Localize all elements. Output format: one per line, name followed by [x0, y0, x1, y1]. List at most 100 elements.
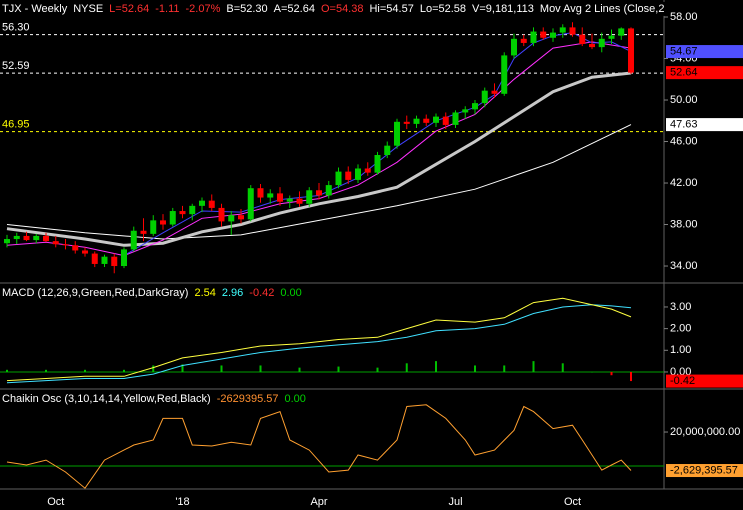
candle-body — [335, 171, 342, 186]
candle-body — [433, 116, 439, 123]
y-tick-label: 50.00 — [670, 94, 698, 106]
candle-body — [520, 38, 527, 43]
indicator-line — [6, 304, 632, 384]
y-tick-label: 42.00 — [670, 177, 698, 189]
price-tag-label: -2,629,395.57 — [670, 464, 738, 476]
candle-body — [394, 121, 400, 146]
candle-body — [286, 198, 293, 202]
candle-body — [316, 190, 322, 196]
y-tick-label: 38.00 — [670, 218, 698, 230]
candle-body — [228, 215, 235, 222]
candle-body — [462, 109, 469, 113]
candle-body — [472, 103, 478, 110]
candle-body — [111, 256, 118, 267]
candle-body — [121, 249, 127, 267]
y-tick-label: 2.00 — [670, 323, 691, 335]
indicator-line — [6, 124, 632, 240]
histogram-bar — [220, 365, 223, 372]
candle-body — [257, 188, 264, 198]
candle-body — [530, 31, 537, 43]
histogram-bar — [45, 369, 47, 372]
legend-item: -2629395.57 — [217, 393, 279, 405]
indicator-line — [6, 297, 632, 382]
histogram-bar — [435, 361, 437, 372]
reference-label: 46.95 — [2, 119, 30, 131]
histogram-bar — [259, 365, 262, 372]
candle-body — [101, 256, 108, 264]
y-tick-label: 3.00 — [670, 301, 691, 313]
candle-body — [540, 31, 547, 38]
candle-body — [33, 235, 40, 241]
candle-body — [72, 245, 79, 251]
histogram-bar — [630, 371, 632, 382]
histogram-bar — [181, 364, 184, 372]
candle-body — [589, 43, 595, 48]
candle-body — [501, 55, 508, 94]
candle-body — [140, 230, 147, 234]
candle-body — [374, 155, 381, 173]
candle-body — [4, 239, 10, 244]
candle-body — [277, 193, 283, 202]
candle-body — [491, 90, 498, 94]
legend-background — [0, 1, 667, 16]
y-tick-label: 46.00 — [670, 135, 698, 147]
legend-item: 0.00 — [280, 287, 301, 299]
histogram-bar — [591, 371, 593, 373]
candle-body — [247, 188, 254, 220]
legend-background — [0, 391, 308, 406]
legend-item: -1.11 — [155, 3, 179, 15]
histogram-bar — [561, 363, 564, 372]
x-tick-label: Jul — [448, 496, 462, 508]
legend-item: NYSE — [73, 3, 103, 15]
histogram-bar — [610, 371, 613, 376]
candle-body — [559, 27, 566, 33]
x-tick-label: Apr — [310, 496, 327, 508]
price-tag-label: 52.64 — [670, 67, 698, 79]
legend-item: MACD (12,26,9,Green,Red,DarkGray) — [2, 287, 188, 299]
candle-body — [296, 198, 303, 204]
candle-body — [442, 116, 449, 125]
legend-item: -0.42 — [249, 287, 274, 299]
x-tick-label: '18 — [175, 496, 189, 508]
legend-item: Chaikin Osc (3,10,14,14,Yellow,Red,Black… — [2, 393, 211, 405]
price-tag-label: -0.42 — [670, 375, 695, 387]
histogram-bar — [405, 363, 408, 372]
histogram-bar — [474, 365, 476, 372]
candle-body — [169, 211, 176, 225]
candle-body — [481, 90, 488, 104]
histogram-bar — [152, 365, 155, 372]
candle-body — [267, 193, 274, 198]
panel-legend: TJX - Weekly NYSE L=52.64 -1.11 -2.07% B=52.3… — [2, 3, 664, 15]
candle-body — [355, 168, 361, 180]
candle-body — [550, 32, 556, 38]
histogram-bar — [123, 369, 125, 372]
histogram-bar — [532, 361, 535, 372]
candle-body — [579, 34, 586, 44]
candle-body — [345, 171, 352, 180]
candle-body — [423, 118, 430, 123]
histogram-bar — [376, 367, 379, 372]
legend-item: O=54.38 — [321, 3, 364, 15]
candle-body — [452, 112, 459, 125]
candle-body — [384, 145, 391, 156]
candle-body — [628, 28, 634, 73]
candle-body — [413, 118, 420, 124]
candle-body — [569, 27, 576, 35]
candle-body — [199, 200, 205, 206]
legend-item: V=9,181,113 — [472, 3, 534, 15]
y-tick-label: 1.00 — [670, 344, 691, 356]
legend-item: L=52.64 — [109, 3, 149, 15]
candle-body — [150, 220, 157, 234]
candle-body — [598, 38, 605, 48]
candle-body — [52, 241, 59, 245]
reference-label: 52.59 — [2, 60, 30, 72]
x-tick-label: Oct — [47, 496, 64, 508]
legend-item: B=52.30 — [226, 3, 267, 15]
price-tag — [666, 464, 743, 478]
legend-item: Mov Avg 2 Lines (Close,2 — [540, 3, 665, 15]
price-tag — [666, 374, 743, 388]
candle-body — [160, 220, 166, 225]
reference-label: 56.30 — [2, 22, 30, 34]
